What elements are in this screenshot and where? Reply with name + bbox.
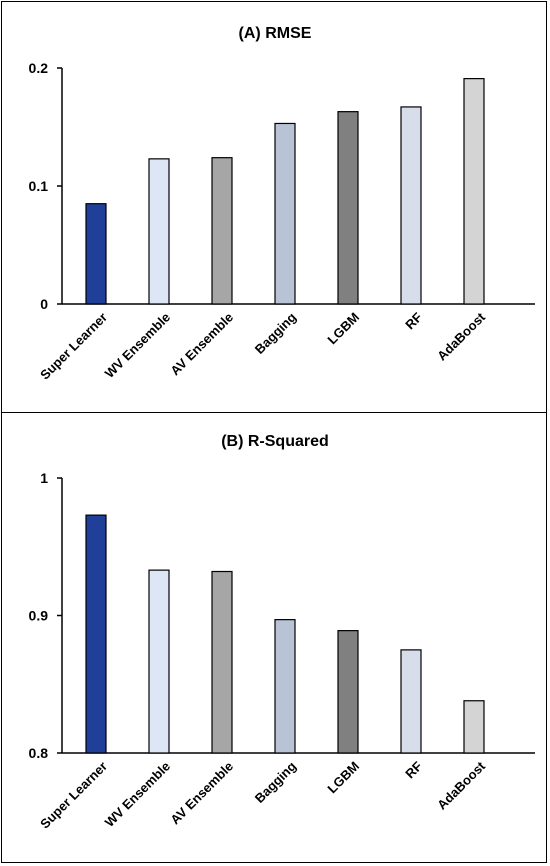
- x-tick-label: RF: [402, 309, 425, 332]
- x-tick-label: LGBM: [324, 310, 362, 348]
- x-tick-label: Super Learner: [37, 759, 110, 832]
- x-tick-label: Bagging: [252, 758, 299, 805]
- bar: [211, 570, 233, 754]
- bar: [211, 157, 233, 305]
- chart-title: (A) RMSE: [239, 25, 312, 42]
- bar: [400, 106, 422, 305]
- x-tick-label: AdaBoost: [434, 758, 488, 812]
- bar: [274, 122, 296, 305]
- bar: [148, 569, 170, 754]
- y-tick-label: 0.2: [29, 60, 49, 76]
- x-tick-label: WV Ensemble: [102, 759, 173, 830]
- bar: [337, 111, 359, 305]
- y-tick-label: 0.1: [29, 178, 49, 194]
- x-tick-label: LGBM: [324, 759, 362, 797]
- x-tick-label: Bagging: [252, 309, 299, 356]
- x-tick-label: WV Ensemble: [102, 310, 173, 381]
- chart-title: (B) R-Squared: [221, 433, 329, 450]
- y-tick-label: 1: [40, 470, 48, 486]
- x-tick-label: AV Ensemble: [167, 310, 236, 379]
- y-tick-label: 0.9: [29, 608, 49, 624]
- bar: [400, 649, 422, 754]
- bar: [148, 158, 170, 305]
- bar: [337, 630, 359, 754]
- y-tick-label: 0: [40, 296, 48, 312]
- x-tick-label: AV Ensemble: [167, 759, 236, 828]
- x-tick-label: AdaBoost: [434, 309, 488, 363]
- x-tick-label: Super Learner: [37, 310, 110, 383]
- bar: [85, 514, 107, 754]
- bar: [85, 203, 107, 305]
- x-tick-label: RF: [402, 758, 425, 781]
- panel-divider: [1, 412, 547, 413]
- y-tick-label: 0.8: [29, 745, 49, 761]
- bar: [274, 619, 296, 754]
- bar: [463, 78, 485, 305]
- bar: [463, 700, 485, 754]
